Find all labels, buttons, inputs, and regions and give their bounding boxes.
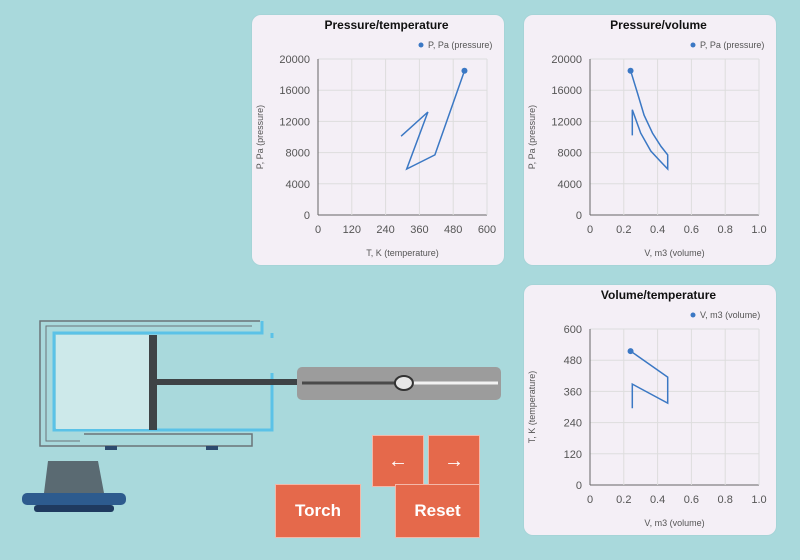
- cylinder-foot-right: [206, 446, 218, 450]
- chart-svg: Pressure/volume P, Pa (pressure) 0 4000 8000…: [527, 18, 767, 258]
- legend-marker: [690, 42, 696, 48]
- y-axis-label: P, Pa (pressure): [527, 105, 537, 169]
- x-tick-label: 120: [343, 224, 361, 236]
- x-tick-label: 0.8: [718, 494, 733, 506]
- y-tick-label: 4000: [286, 179, 310, 191]
- torch-button[interactable]: Torch: [275, 484, 361, 538]
- burner-top: [44, 461, 104, 493]
- legend-label: V, m3 (volume): [700, 310, 760, 320]
- y-tick-label: 360: [564, 386, 582, 398]
- piston-rod: [157, 379, 405, 385]
- x-tick-label: 1.0: [751, 494, 766, 506]
- legend-marker: [690, 312, 696, 318]
- x-tick-label: 0.2: [616, 224, 631, 236]
- x-axis-label: V, m3 (volume): [644, 518, 704, 528]
- y-tick-label: 12000: [551, 116, 582, 128]
- y-tick-label: 20000: [551, 54, 582, 66]
- chart-svg: Volume/temperature V, m3 (volume) 0 120 240 3…: [527, 288, 767, 528]
- y-tick-label: 16000: [279, 85, 310, 97]
- series-line: [400, 70, 466, 171]
- legend-label: P, Pa (pressure): [428, 40, 492, 50]
- chart-title: Volume/temperature: [601, 288, 716, 302]
- y-tick-label: 16000: [551, 85, 582, 97]
- x-tick-label: 0.4: [650, 224, 665, 236]
- y-tick-label: 8000: [286, 148, 310, 160]
- series-point: [627, 67, 634, 74]
- burner-base: [34, 505, 114, 512]
- cylinder-foot-left: [105, 446, 117, 450]
- chart-pressure-temperature: Pressure/temperature P, Pa (pressure) 0 400…: [252, 15, 504, 265]
- series-point: [627, 348, 634, 355]
- chart-title: Pressure/volume: [610, 18, 707, 32]
- y-tick-label: 600: [564, 324, 582, 336]
- y-tick-label: 20000: [279, 54, 310, 66]
- x-tick-label: 1.0: [751, 224, 766, 236]
- y-tick-label: 240: [564, 418, 582, 430]
- x-tick-label: 600: [478, 224, 496, 236]
- x-axis-label: V, m3 (volume): [644, 248, 704, 258]
- x-tick-label: 0.2: [616, 494, 631, 506]
- chart-volume-temperature: Volume/temperature V, m3 (volume) 0 120 240 3…: [524, 285, 776, 535]
- y-tick-label: 0: [576, 210, 582, 222]
- cylinder-inner-wall: [52, 321, 274, 432]
- x-tick-label: 0: [315, 224, 321, 236]
- x-tick-label: 0.4: [650, 494, 665, 506]
- legend-label: P, Pa (pressure): [700, 40, 764, 50]
- x-tick-label: 240: [376, 224, 394, 236]
- piston-slider-handle[interactable]: [393, 375, 414, 391]
- series-line: [629, 70, 669, 171]
- x-tick-label: 0: [587, 494, 593, 506]
- x-axis-label: T, K (temperature): [366, 248, 439, 258]
- y-tick-label: 12000: [279, 116, 310, 128]
- y-tick-label: 8000: [558, 148, 582, 160]
- chart-title: Pressure/temperature: [324, 18, 448, 32]
- piston-head: [149, 335, 157, 430]
- y-axis-label: T, K (temperature): [527, 371, 537, 444]
- move-left-button[interactable]: ←: [372, 435, 424, 487]
- legend-marker: [418, 42, 424, 48]
- gas-cylinder-apparatus: [22, 320, 501, 512]
- y-tick-label: 0: [304, 210, 310, 222]
- series-line: [630, 350, 669, 409]
- x-tick-label: 0: [587, 224, 593, 236]
- chart-pressure-volume: Pressure/volume P, Pa (pressure) 0 4000 8000…: [524, 15, 776, 265]
- reset-button[interactable]: Reset: [395, 484, 480, 538]
- chart-svg: Pressure/temperature P, Pa (pressure) 0 400…: [255, 18, 496, 258]
- burner-plate: [22, 493, 126, 505]
- series-point: [461, 67, 468, 74]
- gas-region: [56, 335, 149, 429]
- x-tick-label: 0.6: [684, 494, 699, 506]
- y-tick-label: 4000: [558, 179, 582, 191]
- x-tick-label: 0.6: [684, 224, 699, 236]
- x-tick-label: 0.8: [718, 224, 733, 236]
- y-tick-label: 0: [576, 480, 582, 492]
- y-axis-label: P, Pa (pressure): [255, 105, 265, 169]
- move-right-button[interactable]: →: [428, 435, 480, 487]
- x-tick-label: 360: [410, 224, 428, 236]
- x-tick-label: 480: [444, 224, 462, 236]
- y-tick-label: 120: [564, 449, 582, 461]
- cylinder-outer-wall-inner: [45, 325, 252, 442]
- cylinder-outer-wall: [39, 320, 260, 447]
- y-tick-label: 480: [564, 355, 582, 367]
